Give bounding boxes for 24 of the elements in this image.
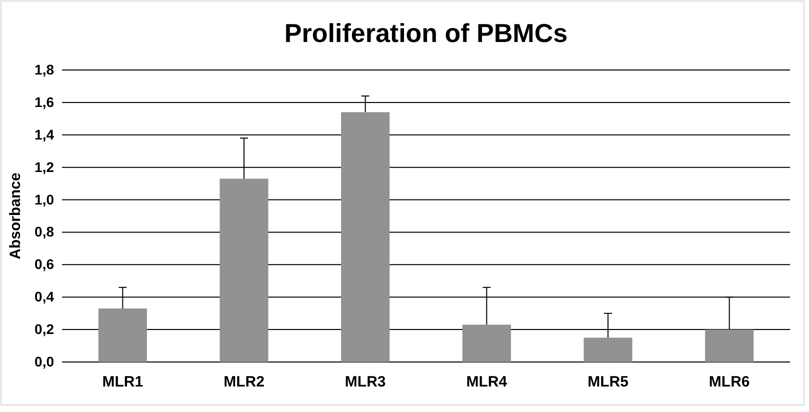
y-tick-label: 1,8 [34, 61, 54, 78]
bar [462, 324, 511, 362]
x-tick-label: MLR6 [708, 374, 750, 391]
bar [341, 112, 390, 362]
y-tick-label: 0,0 [34, 353, 54, 370]
y-tick-label: 0,6 [34, 256, 54, 272]
bar [584, 338, 632, 362]
y-tick-label: 1,4 [34, 126, 54, 142]
x-tick-label: MLR5 [588, 374, 628, 391]
x-tick-label: MLR3 [344, 374, 386, 391]
x-tick-label: MLR4 [466, 374, 508, 391]
x-tick-label: MLR2 [224, 374, 264, 391]
y-tick-label: 1,2 [34, 158, 54, 175]
bar [98, 308, 147, 362]
bar [705, 330, 754, 362]
chart-title: Proliferation of PBMCs [284, 18, 568, 48]
y-tick-label: 1,0 [34, 191, 54, 208]
y-tick-label: 0,2 [34, 321, 54, 338]
bar [220, 178, 268, 362]
x-tick-label: MLR1 [102, 374, 144, 391]
y-tick-label: 0,8 [34, 224, 54, 240]
y-tick-label: 1,6 [34, 94, 54, 110]
y-tick-label: 0,4 [34, 288, 54, 305]
y-axis-title: Absorbance [7, 172, 24, 260]
